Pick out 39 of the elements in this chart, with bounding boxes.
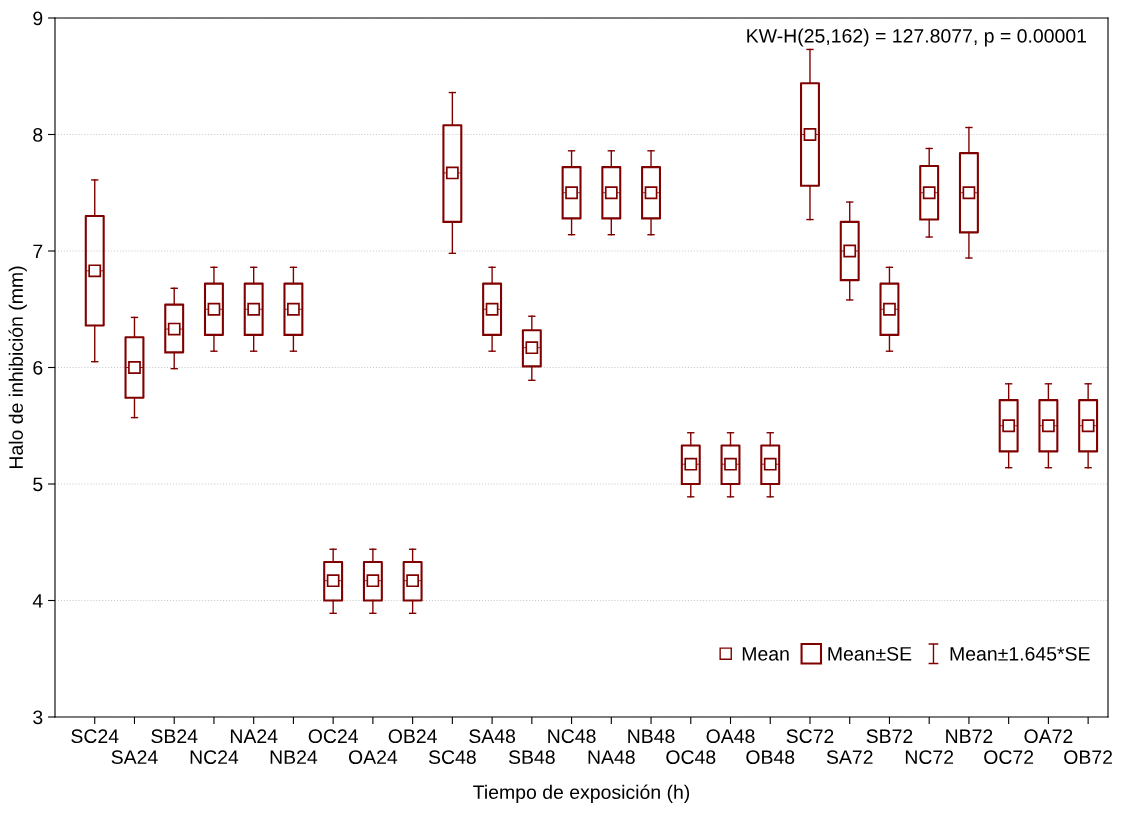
y-tick-label: 9	[33, 11, 43, 26]
annotation: Mean±1.645*SE	[950, 646, 1090, 661]
x-tick-label: NB72	[946, 729, 993, 743]
annotation: Mean±SE	[828, 646, 912, 661]
x-tick-label: NB24	[270, 750, 318, 764]
x-tick-label: SC24	[71, 729, 119, 744]
x-tick-label: SA48	[469, 729, 516, 744]
y-axis-title: Halo de inhibición (mm)	[8, 266, 27, 469]
x-tick-label: OA72	[1024, 729, 1073, 744]
y-tick-label: 5	[33, 477, 43, 492]
y-tick-label: 3	[33, 710, 43, 725]
x-tick-label: OC72	[984, 750, 1034, 765]
x-tick-label: SA72	[826, 750, 873, 765]
annotation: KW-H(25,162) = 127.8077, p = 0.00001	[747, 28, 1087, 47]
x-tick-label: OC48	[666, 750, 716, 765]
legend-label: Mean	[742, 647, 789, 661]
x-tick-label: SB72	[866, 729, 913, 744]
y-tick-label: 4	[32, 594, 43, 608]
x-tick-label: OB72	[1064, 750, 1113, 765]
x-tick-label: NC48	[548, 729, 596, 744]
x-tick-label: NA24	[230, 729, 278, 743]
x-tick-label: NA48	[588, 750, 635, 765]
x-tick-label: NC72	[905, 750, 954, 765]
y-tick-label: 8	[33, 127, 43, 142]
x-tick-label: OB48	[746, 750, 795, 765]
x-tick-label: NC24	[190, 750, 239, 765]
x-tick-label: OB24	[388, 729, 437, 744]
x-axis-title: Tiempo de exposición (h)	[473, 784, 690, 803]
x-tick-label: SA24	[111, 750, 158, 765]
x-tick-label: SB24	[151, 729, 198, 744]
y-tick-label: 6	[33, 360, 43, 375]
x-tick-label: OA48	[706, 729, 755, 744]
x-tick-label: OA24	[348, 750, 398, 765]
y-tick-label: 7	[33, 244, 43, 259]
x-tick-label: SC72	[786, 729, 834, 744]
x-tick-label: OC24	[308, 729, 358, 744]
x-tick-label: SC48	[428, 750, 476, 765]
x-tick-label: NB48	[628, 729, 675, 744]
x-tick-label: SB48	[508, 750, 555, 765]
